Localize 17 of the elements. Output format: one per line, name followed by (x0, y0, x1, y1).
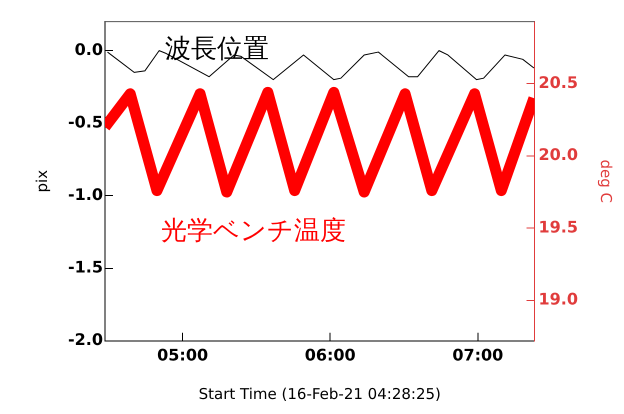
y2-tick-label: 20.0 (538, 145, 578, 164)
y-tick-label: 0.0 (74, 40, 103, 59)
y2-tick-label: 20.5 (538, 72, 578, 92)
series-label: 波長位置 (165, 34, 270, 64)
y-tick-label: -1.0 (68, 184, 103, 204)
y-tick-label: -2.0 (68, 330, 103, 349)
y-tick-label: -0.5 (68, 112, 103, 132)
x-axis-title: Start Time (16-Feb-21 04:28:25) (198, 384, 441, 403)
y-axis-title: pix (32, 170, 51, 192)
series-label: 光学ベンチ温度 (160, 216, 346, 246)
y2-tick-label: 19.5 (538, 217, 578, 236)
x-tick-label: 06:00 (304, 346, 356, 365)
y-tick-label: -1.5 (68, 257, 103, 276)
y2-axis-title: deg C (597, 159, 616, 203)
y2-tick-label: 19.0 (538, 290, 578, 309)
x-tick-label: 05:00 (157, 346, 208, 365)
x-tick-label: 07:00 (452, 346, 504, 365)
